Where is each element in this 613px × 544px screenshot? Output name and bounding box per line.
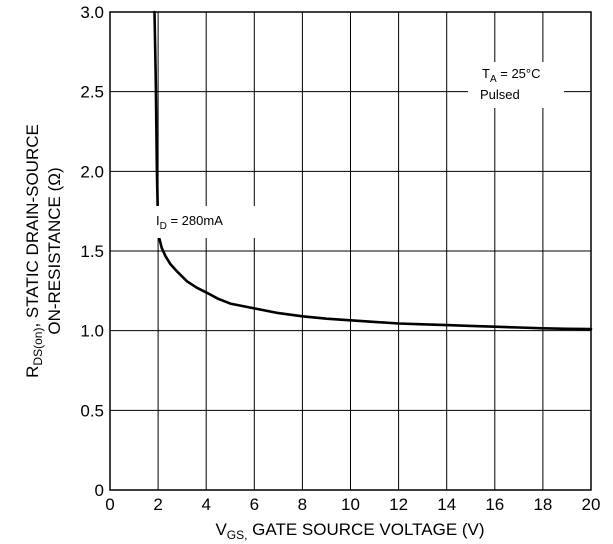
x-tick-label: 18 (533, 495, 552, 514)
series-line (153, 10, 593, 331)
y-tick-label: 1.5 (80, 242, 104, 261)
y-tick-label: 0 (95, 481, 104, 500)
x-axis-title-sub: GS, (227, 528, 248, 542)
series-layer (153, 10, 593, 331)
ta-label-main: T (482, 66, 490, 81)
x-tick-label: 2 (153, 495, 162, 514)
y-axis-title-line2: ON-RESISTANCE (Ω) (45, 167, 64, 334)
plot-frame (109, 11, 592, 491)
x-tick-label: 10 (341, 495, 360, 514)
x-tick-label: 16 (485, 495, 504, 514)
x-axis-title: VGS, GATE SOURCE VOLTAGE (V) (215, 520, 484, 542)
y-tick-label: 2.5 (80, 83, 104, 102)
x-axis-title-main: V (215, 520, 227, 539)
x-tick-label: 14 (437, 495, 456, 514)
y-axis-title-sub: DS(on) (31, 328, 45, 366)
ta-label-rest: = 25°C (497, 66, 541, 81)
x-tick-label: 0 (105, 495, 114, 514)
id-label-main: I (156, 213, 160, 228)
ta-label-sub: A (490, 74, 497, 85)
y-tick-label: 1.0 (80, 322, 104, 341)
x-tick-label: 8 (298, 495, 307, 514)
id-label-sub: D (160, 221, 167, 232)
y-axis-title-rest: , STATIC DRAIN-SOURCE (23, 124, 42, 327)
x-tick-label: 4 (201, 495, 210, 514)
x-axis-title-rest: GATE SOURCE VOLTAGE (V) (247, 520, 484, 539)
x-tick-label: 20 (582, 495, 601, 514)
y-tick-label: 2.0 (80, 162, 104, 181)
y-axis-title: RDS(on), STATIC DRAIN-SOURCE ON-RESISTAN… (23, 124, 64, 378)
x-tick-labels: 0 2 4 6 8 10 12 14 16 18 20 (105, 495, 600, 514)
pulsed-label: Pulsed (480, 87, 520, 102)
y-axis-title-line1: RDS(on), STATIC DRAIN-SOURCE (23, 124, 45, 378)
ta-label: TA = 25°C (482, 66, 541, 85)
y-tick-labels: 0 0.5 1.0 1.5 2.0 2.5 3.0 (80, 3, 104, 500)
y-tick-label: 3.0 (80, 3, 104, 22)
id-label-rest: = 280mA (167, 213, 223, 228)
y-tick-label: 0.5 (80, 401, 104, 420)
y-axis-title-main: R (23, 366, 42, 378)
id-label-bg (152, 206, 260, 238)
x-tick-label: 6 (250, 495, 259, 514)
ta-label-bg (468, 62, 564, 108)
x-tick-label: 12 (389, 495, 408, 514)
id-label: ID = 280mA (156, 213, 223, 232)
